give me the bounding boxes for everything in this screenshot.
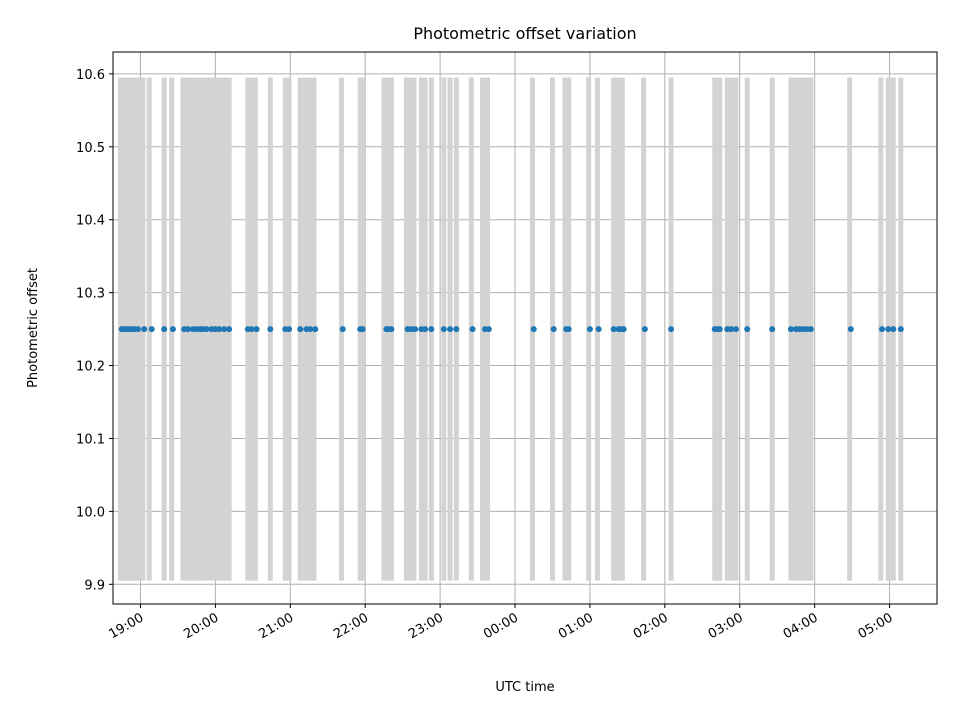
bands-layer [117, 77, 904, 581]
data-point [248, 326, 255, 333]
plot-frame [112, 51, 938, 605]
data-point [485, 326, 492, 333]
data-point [744, 326, 751, 333]
data-point [221, 326, 228, 333]
data-point [787, 326, 794, 333]
data-point [226, 326, 233, 333]
data-point [641, 326, 648, 333]
points-layer [118, 326, 904, 333]
y-tick-label: 10.6 [76, 68, 105, 83]
y-tick-label: 10.3 [76, 287, 105, 302]
data-point [595, 326, 602, 333]
data-point [885, 326, 892, 333]
data-point [422, 326, 429, 333]
data-point [428, 326, 435, 333]
data-point [469, 326, 476, 333]
x-tick-label: 00:00 [481, 610, 521, 642]
data-point [897, 326, 904, 333]
data-point [169, 326, 176, 333]
y-tick-label: 10.0 [76, 505, 105, 520]
data-point [530, 326, 537, 333]
x-tick-label: 01:00 [556, 610, 596, 642]
data-point [148, 326, 155, 333]
x-tick-label: 04:00 [781, 610, 821, 642]
data-point [134, 326, 141, 333]
data-point [297, 326, 304, 333]
data-point [388, 326, 395, 333]
data-point [447, 326, 454, 333]
data-point [412, 326, 419, 333]
data-point [620, 326, 627, 333]
data-point [312, 326, 319, 333]
x-tick-label: 19:00 [107, 610, 147, 642]
data-point [716, 326, 723, 333]
data-point [890, 326, 897, 333]
x-tick-label: 05:00 [856, 610, 896, 642]
data-point [253, 326, 260, 333]
data-point [184, 326, 191, 333]
x-axis-label: UTC time [495, 680, 554, 695]
x-tick-label: 02:00 [631, 610, 671, 642]
y-tick-label: 10.4 [76, 214, 105, 229]
x-tick-label: 20:00 [181, 610, 221, 642]
x-tick-label: 03:00 [706, 610, 746, 642]
y-axis-label: Photometric offset [26, 268, 41, 388]
y-tick-label: 10.5 [76, 141, 105, 156]
data-point [453, 326, 460, 333]
data-point [161, 326, 168, 333]
data-point [610, 326, 617, 333]
data-point [565, 326, 572, 333]
data-point [203, 326, 210, 333]
data-point [286, 326, 293, 333]
x-tick-label: 22:00 [331, 610, 371, 642]
data-point [359, 326, 366, 333]
data-point [668, 326, 675, 333]
data-point [141, 326, 148, 333]
chart-title: Photometric offset variation [413, 24, 636, 43]
y-tick-label: 9.9 [84, 578, 105, 593]
y-tick-label: 10.2 [76, 360, 105, 375]
data-point [586, 326, 593, 333]
x-tick-label: 23:00 [406, 610, 446, 642]
data-point [216, 326, 223, 333]
data-point [307, 326, 314, 333]
data-point [550, 326, 557, 333]
x-tick-label: 21:00 [256, 610, 296, 642]
data-point [440, 326, 447, 333]
data-point [732, 326, 739, 333]
data-point [807, 326, 814, 333]
data-point [728, 326, 734, 333]
data-point [267, 326, 274, 333]
data-point [847, 326, 854, 333]
y-tick-label: 10.1 [76, 432, 105, 447]
data-point [879, 326, 886, 333]
data-point [339, 326, 346, 333]
data-point [769, 326, 776, 333]
